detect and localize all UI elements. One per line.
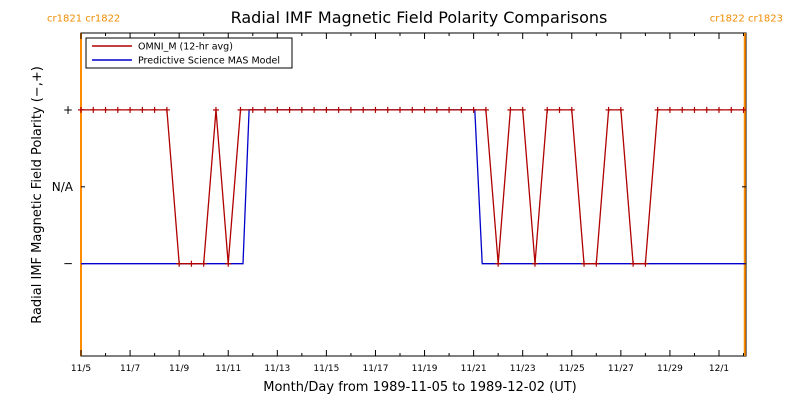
data-point-marker <box>617 106 624 113</box>
data-point-marker <box>666 106 673 113</box>
x-tick-label: 11/21 <box>461 364 487 374</box>
y-axis-label: Radial IMF Magnetic Field Polarity (−,+) <box>30 66 45 324</box>
plot-frame <box>80 32 747 357</box>
y-axis-ticks: + N/A − <box>52 103 746 271</box>
data-point-marker <box>114 106 121 113</box>
data-point-marker <box>728 106 735 113</box>
left-rotation-label: cr1821 cr1822 <box>47 14 120 25</box>
data-point-marker <box>102 106 109 113</box>
data-point-marker <box>519 106 526 113</box>
data-point-marker <box>421 106 428 113</box>
data-point-marker <box>323 106 330 113</box>
x-axis-label: Month/Day from 1989-11-05 to 1989-12-02 … <box>263 380 576 395</box>
data-point-marker <box>446 106 453 113</box>
data-point-marker <box>507 106 514 113</box>
legend-box <box>85 37 293 69</box>
data-point-marker <box>176 260 183 267</box>
series-layer <box>78 106 747 267</box>
x-tick-label: 11/25 <box>559 364 585 374</box>
legend-label-omni: OMNI_M (12-hr avg) <box>138 42 233 53</box>
legend-label-mas: Predictive Science MAS Model <box>138 56 280 67</box>
legend: OMNI_M (12-hr avg) Predictive Science MA… <box>85 37 293 69</box>
data-point-marker <box>642 260 649 267</box>
data-point-marker <box>360 106 367 113</box>
y-tick-label: N/A <box>52 180 74 194</box>
data-point-marker <box>311 106 318 113</box>
x-tick-label: 11/27 <box>608 364 634 374</box>
x-tick-label: 11/15 <box>313 364 339 374</box>
series-line-0 <box>81 109 744 265</box>
x-tick-label: 11/9 <box>169 364 189 374</box>
x-axis-ticks: 11/5 11/7 11/9 11/11 11/13 11/15 11/17 11/19 11/… <box>71 33 745 374</box>
data-point-marker <box>482 106 489 113</box>
data-point-marker <box>630 260 637 267</box>
data-point-marker <box>409 106 416 113</box>
data-point-marker <box>654 106 661 113</box>
data-point-marker <box>470 106 477 113</box>
data-point-marker <box>127 106 134 113</box>
data-point-marker <box>335 106 342 113</box>
data-point-marker <box>433 106 440 113</box>
data-point-marker <box>78 106 84 113</box>
x-tick-label: 11/13 <box>264 364 290 374</box>
data-point-marker <box>286 106 293 113</box>
data-point-marker <box>139 106 146 113</box>
x-tick-label: 11/7 <box>120 364 140 374</box>
data-point-marker <box>581 260 588 267</box>
data-point-marker <box>703 106 710 113</box>
rotation-boundaries <box>80 33 746 356</box>
chart-title: Radial IMF Magnetic Field Polarity Compa… <box>231 8 608 27</box>
data-point-marker <box>495 260 502 267</box>
data-point-marker <box>212 106 219 113</box>
data-point-marker <box>188 260 195 267</box>
y-tick-label: − <box>63 257 73 271</box>
data-point-marker <box>90 106 97 113</box>
data-point-marker <box>679 106 686 113</box>
data-point-marker <box>262 106 269 113</box>
x-tick-label: 11/5 <box>71 364 91 374</box>
x-tick-label: 11/11 <box>215 364 241 374</box>
y-tick-label: + <box>63 103 73 117</box>
data-point-marker <box>544 106 551 113</box>
data-point-marker <box>568 106 575 113</box>
data-point-marker <box>740 106 747 113</box>
x-tick-label: 11/17 <box>362 364 388 374</box>
x-tick-label: 11/29 <box>657 364 683 374</box>
data-point-marker <box>716 106 723 113</box>
data-point-marker <box>531 260 538 267</box>
x-tick-label: 11/19 <box>412 364 438 374</box>
data-point-marker <box>384 106 391 113</box>
data-point-marker <box>691 106 698 113</box>
data-point-marker <box>458 106 465 113</box>
series-line-1 <box>81 109 745 265</box>
data-point-marker <box>347 106 354 113</box>
data-point-marker <box>605 106 612 113</box>
data-point-marker <box>372 106 379 113</box>
data-point-marker <box>163 106 170 113</box>
data-point-marker <box>225 260 232 267</box>
data-point-marker <box>274 106 281 113</box>
x-tick-label: 12/1 <box>709 364 729 374</box>
data-point-marker <box>237 106 244 113</box>
data-point-marker <box>249 106 256 113</box>
data-point-marker <box>151 106 158 113</box>
data-point-marker <box>298 106 305 113</box>
data-point-marker <box>200 260 207 267</box>
right-rotation-label: cr1822 cr1823 <box>710 14 783 25</box>
x-tick-label: 11/23 <box>510 364 536 374</box>
data-point-marker <box>397 106 404 113</box>
data-point-marker <box>593 260 600 267</box>
data-point-marker <box>556 106 563 113</box>
